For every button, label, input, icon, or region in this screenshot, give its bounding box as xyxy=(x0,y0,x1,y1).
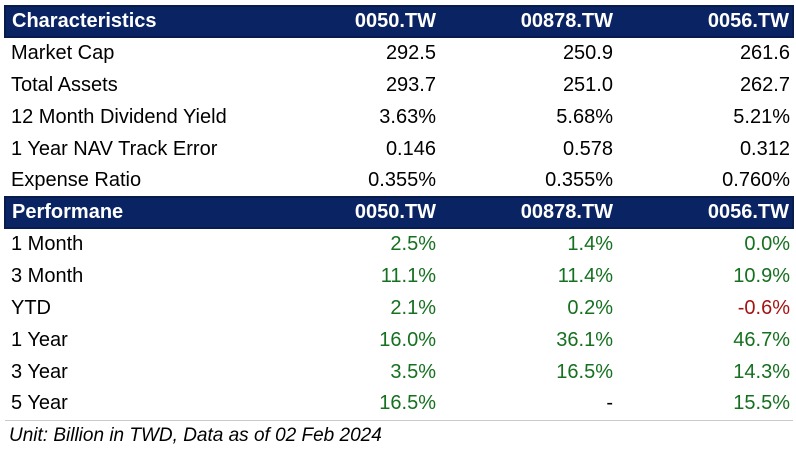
cell-value: 15.5% xyxy=(733,392,790,415)
row-label: 1 Year NAV Track Error xyxy=(11,137,218,160)
cell-value: 0.2% xyxy=(567,296,613,319)
cell-value: 46.7% xyxy=(733,328,790,351)
cell-value: 2.1% xyxy=(390,296,436,319)
etf-comparison-table-container: Characteristics 0050.TW 00878.TW 0056.TW… xyxy=(4,5,794,446)
cell-value: 36.1% xyxy=(556,328,613,351)
cell-value: 2.5% xyxy=(390,233,436,255)
column-header-00878tw: 00878.TW xyxy=(439,5,616,38)
row-label: Expense Ratio xyxy=(11,169,142,191)
row-label: 1 Year xyxy=(11,328,68,351)
cell-value: 292.5 xyxy=(385,42,436,64)
cell-value: 0.312 xyxy=(739,137,790,160)
column-header-0050tw: 0050.TW xyxy=(262,5,439,38)
row-label: Total Assets xyxy=(11,73,118,96)
row-label: 3 Month xyxy=(11,264,84,287)
column-header-00878tw: 00878.TW xyxy=(439,196,616,229)
cell-value: 3.63% xyxy=(379,105,436,128)
cell-value: 11.1% xyxy=(380,264,436,287)
cell-value: - xyxy=(606,392,613,415)
row-label: Market Cap xyxy=(11,42,115,64)
section-title-characteristics: Characteristics xyxy=(4,5,262,38)
table-row-3-year: 3 Year 3.5% 16.5% 14.3% xyxy=(5,356,793,388)
table-footnote: Unit: Billion in TWD, Data as of 02 Feb … xyxy=(9,424,382,446)
row-label: YTD xyxy=(11,296,51,319)
cell-value: 10.9% xyxy=(733,264,790,287)
cell-value: 0.146 xyxy=(385,137,436,160)
cell-value: 251.0 xyxy=(562,73,613,96)
row-label: 5 Year xyxy=(11,392,68,415)
cell-value: 0.0% xyxy=(744,233,790,255)
table-row-nav-track-error: 1 Year NAV Track Error 0.146 0.578 0.312 xyxy=(5,133,793,165)
cell-value: 1.4% xyxy=(567,233,613,255)
table-row-total-assets: Total Assets 293.7 251.0 262.7 xyxy=(5,69,793,101)
cell-value: 262.7 xyxy=(739,73,790,96)
cell-value: -0.6% xyxy=(737,296,790,319)
column-header-0050tw: 0050.TW xyxy=(262,196,439,229)
row-label: 12 Month Dividend Yield xyxy=(11,105,227,128)
cell-value: 293.7 xyxy=(385,73,436,96)
table-row-dividend-yield: 12 Month Dividend Yield 3.63% 5.68% 5.21… xyxy=(5,101,793,133)
cell-value: 5.68% xyxy=(556,105,613,128)
cell-value: 0.578 xyxy=(562,137,613,160)
table-row-5-year: 5 Year 16.5% - 15.5% xyxy=(5,388,793,420)
table-row-ytd: YTD 2.1% 0.2% -0.6% xyxy=(5,292,793,324)
cell-value: 0.355% xyxy=(545,169,613,191)
cell-value: 16.0% xyxy=(379,328,436,351)
table-row-expense-ratio: Expense Ratio 0.355% 0.355% 0.760% xyxy=(5,165,793,197)
cell-value: 0.760% xyxy=(722,169,790,191)
cell-value: 5.21% xyxy=(733,105,790,128)
table-row-3-month: 3 Month 11.1% 11.4% 10.9% xyxy=(5,260,793,292)
etf-comparison-table: Characteristics 0050.TW 00878.TW 0056.TW… xyxy=(4,5,794,421)
cell-value: 16.5% xyxy=(556,360,613,383)
table-row-1-year: 1 Year 16.0% 36.1% 46.7% xyxy=(5,324,793,356)
table-row-market-cap: Market Cap 292.5 250.9 261.6 xyxy=(5,37,793,69)
cell-value: 250.9 xyxy=(562,42,613,64)
column-header-0056tw: 0056.TW xyxy=(616,196,794,229)
cell-value: 16.5% xyxy=(379,392,436,415)
row-label: 1 Month xyxy=(11,233,84,255)
cell-value: 261.6 xyxy=(739,42,790,64)
column-header-0056tw: 0056.TW xyxy=(616,5,794,38)
cell-value: 14.3% xyxy=(733,360,790,383)
row-label: 3 Year xyxy=(11,360,68,383)
cell-value: 11.4% xyxy=(557,264,613,287)
cell-value: 3.5% xyxy=(390,360,436,383)
section-title-performance: Performane xyxy=(4,196,262,229)
cell-value: 0.355% xyxy=(368,169,436,191)
table-row-1-month: 1 Month 2.5% 1.4% 0.0% xyxy=(5,228,793,260)
section-header-performance: Performane 0050.TW 00878.TW 0056.TW xyxy=(4,196,794,229)
section-header-characteristics: Characteristics 0050.TW 00878.TW 0056.TW xyxy=(4,5,794,38)
